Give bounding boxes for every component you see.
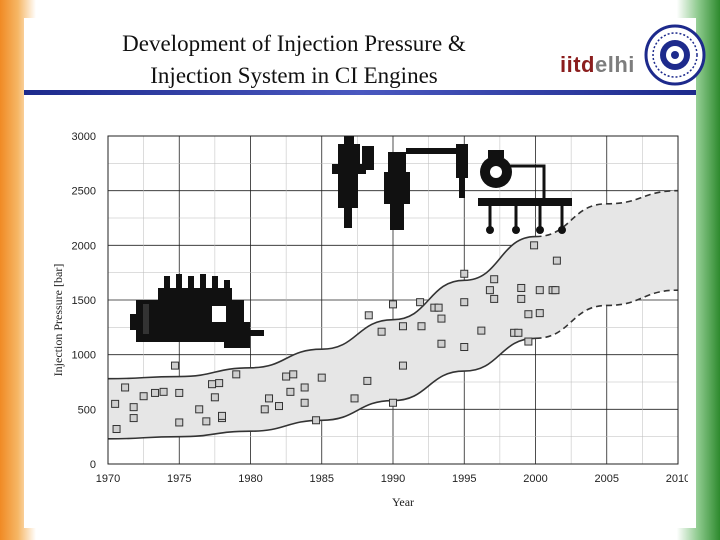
data-point — [377, 327, 386, 336]
x-tick-label: 1990 — [381, 473, 405, 485]
title-line-2: Injection System in CI Engines — [150, 63, 438, 88]
axes: 1970 1975 1980 1985 1990 1995 2000 2005 2010 0 500… — [51, 131, 688, 509]
data-point — [517, 283, 526, 292]
x-tick-label: 2000 — [523, 473, 547, 485]
logo-text-iitd: iitd — [560, 52, 595, 77]
data-point — [175, 418, 184, 427]
y-tick-label: 500 — [78, 404, 96, 416]
data-point — [121, 383, 130, 392]
data-point — [282, 372, 291, 381]
data-point — [170, 361, 179, 370]
data-point — [195, 405, 204, 414]
slide: Development of Injection Pressure & Inje… — [24, 18, 706, 528]
x-tick-label: 1985 — [310, 473, 334, 485]
data-point — [300, 383, 309, 392]
data-point — [416, 298, 425, 307]
x-tick-label: 1980 — [238, 473, 262, 485]
institute-seal-icon — [644, 24, 706, 86]
data-point — [265, 394, 274, 403]
data-point — [208, 380, 217, 389]
common-rail-icon — [478, 150, 572, 234]
band-upper-solid — [107, 235, 536, 380]
data-point — [286, 387, 295, 396]
y-tick-label: 2500 — [72, 186, 96, 198]
data-point — [417, 322, 426, 331]
data-point — [514, 328, 523, 337]
data-point — [530, 241, 539, 250]
data-point — [437, 339, 446, 348]
y-tick-label: 0 — [90, 459, 96, 471]
data-point — [232, 370, 241, 379]
iitd-logo: iitdelhi — [560, 52, 635, 78]
data-point — [434, 303, 443, 312]
data-point — [398, 322, 407, 331]
x-axis-label: Year — [392, 495, 414, 509]
data-point — [112, 425, 121, 434]
data-point — [300, 398, 309, 407]
logo-text-elhi: elhi — [595, 52, 635, 77]
data-point — [151, 388, 160, 397]
y-axis-label: Injection Pressure [bar] — [51, 264, 65, 377]
data-point — [275, 402, 283, 411]
data-point — [490, 294, 499, 303]
injector-icon — [332, 136, 468, 230]
data-point — [312, 416, 321, 425]
data-point — [517, 294, 526, 303]
x-tick-label: 1970 — [96, 473, 120, 485]
x-tick-label: 1995 — [452, 473, 476, 485]
y-tick-label: 2000 — [72, 240, 96, 252]
data-point — [215, 379, 224, 388]
data-point — [490, 275, 499, 284]
data-point — [111, 399, 120, 408]
data-point — [460, 269, 469, 278]
data-point — [524, 337, 533, 346]
y-tick-label: 3000 — [72, 131, 96, 143]
data-point — [129, 414, 138, 423]
title-line-1: Development of Injection Pressure & — [122, 31, 466, 56]
data-point — [460, 343, 469, 352]
band-lower-solid — [107, 337, 536, 440]
injection-pressure-chart: 1970 1975 1980 1985 1990 1995 2000 2005 2010 0 500… — [51, 131, 688, 509]
data-point — [535, 309, 544, 318]
data-point — [363, 376, 372, 385]
data-point — [460, 298, 469, 307]
data-point — [202, 417, 211, 426]
data-point — [218, 411, 226, 420]
data-point — [398, 361, 407, 370]
data-point — [535, 286, 544, 295]
data-point — [317, 373, 326, 382]
data-points — [111, 241, 561, 434]
x-tick-label: 1975 — [167, 473, 191, 485]
data-point — [260, 405, 269, 414]
pressure-band — [107, 189, 679, 440]
data-point — [389, 300, 397, 309]
header-rule — [24, 90, 696, 95]
data-point — [524, 310, 533, 319]
data-point — [175, 388, 184, 397]
data-point — [552, 256, 561, 265]
band-lower-dashed — [535, 289, 679, 340]
data-point — [389, 398, 397, 407]
data-point — [139, 392, 148, 401]
x-tick-label: 2010 — [666, 473, 688, 485]
data-point — [350, 394, 359, 403]
x-tick-label: 2005 — [595, 473, 619, 485]
inline-pump-icon — [130, 274, 264, 348]
data-point — [485, 286, 494, 295]
data-point — [159, 387, 168, 396]
data-point — [437, 314, 446, 323]
y-tick-label: 1500 — [72, 295, 96, 307]
data-point — [129, 403, 138, 412]
plot-frame — [107, 135, 679, 465]
data-point — [551, 286, 560, 295]
y-tick-label: 1000 — [72, 350, 96, 362]
band-fill — [108, 190, 678, 439]
slide-title: Development of Injection Pressure & Inje… — [64, 28, 524, 92]
data-point — [364, 311, 373, 320]
data-point — [210, 393, 219, 402]
data-point — [289, 370, 298, 379]
data-point — [477, 326, 486, 335]
